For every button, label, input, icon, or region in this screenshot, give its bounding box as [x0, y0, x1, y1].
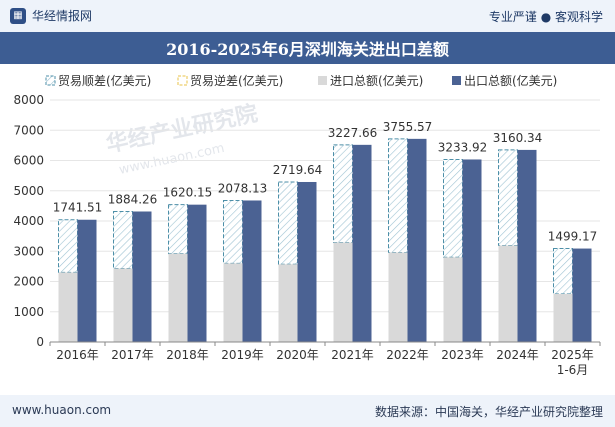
import-bar	[553, 293, 573, 342]
footer: www.huaon.com 数据来源：中国海关，华经产业研究院整理	[0, 395, 615, 427]
data-label: 3160.34	[493, 131, 543, 145]
surplus-bar	[443, 158, 463, 258]
y-tick-label: 7000	[13, 123, 44, 137]
legend-export-label: 出口总额(亿美元)	[464, 73, 557, 88]
x-tick-label: 2025年	[551, 348, 594, 362]
chart-title: 2016-2025年6月深圳海关进出口差额	[0, 32, 615, 64]
legend-import-label: 进口总额(亿美元)	[330, 73, 423, 88]
import-bar	[333, 242, 353, 342]
import-bar	[223, 263, 243, 342]
data-label: 3233.92	[438, 140, 488, 154]
y-tick-label: 1000	[13, 305, 44, 319]
surplus-bar	[553, 248, 573, 295]
legend-deficit-label: 贸易逆差(亿美元)	[190, 73, 283, 88]
import-bar	[278, 264, 298, 342]
y-tick-label: 5000	[13, 184, 44, 198]
data-label: 3755.57	[383, 120, 433, 134]
watermark: 华经产业研究院 www.huaon.com	[104, 100, 260, 177]
export-bar	[517, 149, 537, 342]
tagline: 专业严谨 ● 客观科学	[488, 10, 603, 24]
y-tick-label: 0	[36, 335, 44, 349]
x-tick-label: 2019年	[221, 348, 264, 362]
surplus-bar	[278, 181, 298, 265]
legend-deficit-swatch	[177, 75, 188, 86]
export-bar	[407, 138, 427, 342]
data-label: 2719.64	[273, 163, 323, 177]
y-tick-label: 2000	[13, 275, 44, 289]
footer-source: 数据来源：中国海关，华经产业研究院整理	[374, 405, 603, 419]
import-bar	[168, 253, 188, 342]
y-tick-label: 8000	[13, 93, 44, 107]
chart-bars	[58, 138, 592, 342]
data-label: 1884.26	[108, 192, 158, 206]
x-tick-label: 2018年	[166, 348, 209, 362]
top-bar: ▦ 华经情报网 专业严谨 ● 客观科学	[0, 0, 615, 32]
y-tick-label: 6000	[13, 154, 44, 168]
export-bar	[77, 219, 97, 342]
x-tick-label: 2021年	[331, 348, 374, 362]
export-bar	[352, 144, 372, 342]
surplus-bar	[113, 210, 133, 269]
x-tick-label: 2016年	[56, 348, 99, 362]
export-bar	[297, 181, 317, 342]
data-labels: 1741.51 1884.26 1620.15 2078.13 2719.64 3227.…	[53, 120, 598, 244]
x-axis: 2016年 2017年 2018年 2019年 2020年 2021年 2022年 2023年…	[49, 341, 601, 377]
x-tick-label: 2022年	[386, 348, 429, 362]
data-label: 1499.17	[548, 230, 598, 244]
surplus-bar	[168, 204, 188, 255]
data-label: 1620.15	[163, 186, 213, 200]
footer-site-link[interactable]: www.huaon.com	[12, 403, 112, 417]
data-label: 3227.66	[328, 126, 378, 140]
x-tick-label: 2024年	[496, 348, 539, 362]
surplus-bar	[223, 199, 243, 264]
surplus-bar	[388, 138, 408, 253]
chart: 华经产业研究院 www.huaon.com 贸易顺差(亿美元) 贸易逆差(亿美元)…	[13, 73, 601, 377]
surplus-bar	[58, 219, 78, 273]
surplus-bar	[333, 144, 353, 243]
legend: 贸易顺差(亿美元) 贸易逆差(亿美元) 进口总额(亿美元) 出口总额(亿美元)	[45, 73, 557, 88]
export-bar	[132, 211, 152, 342]
x-tick-label: 2020年	[276, 348, 319, 362]
export-bar	[572, 248, 592, 342]
import-bar	[388, 252, 408, 342]
legend-export-swatch	[452, 76, 461, 85]
brand-name: 华经情报网	[32, 9, 93, 23]
x-tick-label: 2017年	[111, 348, 154, 362]
legend-import-swatch	[318, 76, 327, 85]
legend-surplus-swatch	[45, 75, 56, 86]
y-tick-label: 3000	[13, 244, 44, 258]
export-bar	[462, 159, 482, 342]
data-label: 1741.51	[53, 201, 103, 215]
data-label: 2078.13	[218, 181, 268, 195]
y-tick-label: 4000	[13, 214, 44, 228]
import-bar	[498, 245, 518, 342]
import-bar	[58, 272, 78, 342]
brand-logo-icon: ▦	[10, 7, 26, 24]
export-bar	[187, 204, 207, 342]
import-bar	[443, 257, 463, 342]
x-tick-label: 2023年	[441, 348, 484, 362]
import-bar	[113, 268, 133, 342]
export-bar	[242, 200, 262, 342]
x-tick-sublabel: 1-6月	[557, 363, 589, 377]
legend-surplus-label: 贸易顺差(亿美元)	[58, 73, 151, 88]
surplus-bar	[498, 149, 518, 247]
brand[interactable]: ▦ 华经情报网	[10, 7, 92, 24]
